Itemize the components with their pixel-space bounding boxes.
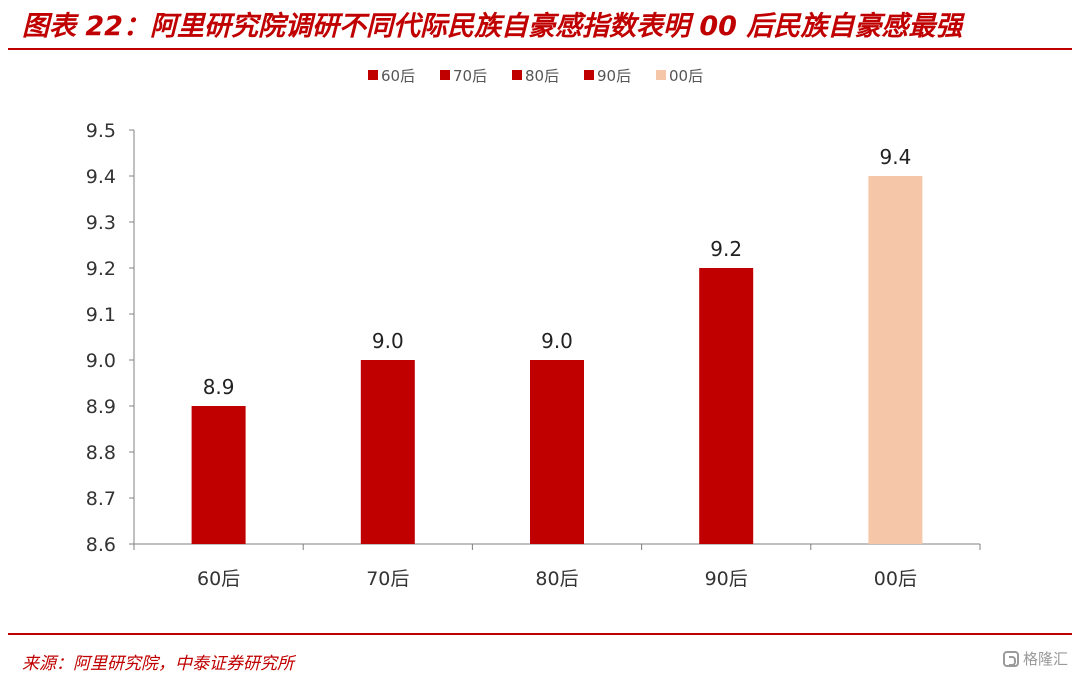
legend-swatch bbox=[584, 70, 594, 80]
data-label: 9.2 bbox=[710, 237, 742, 261]
bar-00后 bbox=[868, 176, 923, 544]
x-axis: 60后 70后 80后 90后 00后 bbox=[133, 543, 981, 590]
y-tick-label: 9.4 bbox=[86, 166, 116, 188]
x-tick-label: 80后 bbox=[535, 568, 578, 590]
legend-label: 80后 bbox=[525, 67, 559, 85]
x-tick-label: 00后 bbox=[874, 568, 917, 590]
chart-legend: 60后 70后 80后 90后 00后 bbox=[368, 67, 703, 85]
watermark-logo-icon bbox=[1002, 650, 1019, 667]
y-axis: 8.6 8.7 8.8 8.9 9.0 9.1 9.2 9.3 9.4 9.5 bbox=[86, 120, 135, 556]
y-tick-label: 8.7 bbox=[86, 488, 116, 510]
legend-label: 70后 bbox=[453, 67, 487, 85]
y-tick-label: 8.8 bbox=[86, 442, 116, 464]
data-label: 8.9 bbox=[203, 375, 235, 399]
legend-swatch bbox=[512, 70, 522, 80]
legend-label: 60后 bbox=[381, 67, 415, 85]
y-tick-label: 8.9 bbox=[86, 396, 116, 418]
legend-swatch bbox=[368, 70, 378, 80]
data-label: 9.0 bbox=[541, 329, 573, 353]
legend-label: 00后 bbox=[669, 67, 703, 85]
y-tick-label: 8.6 bbox=[86, 534, 116, 556]
data-label: 9.0 bbox=[372, 329, 404, 353]
bar-80后 bbox=[530, 360, 584, 544]
data-label: 9.4 bbox=[879, 145, 911, 169]
y-tick-label: 9.2 bbox=[86, 258, 116, 280]
legend-label: 90后 bbox=[597, 67, 631, 85]
y-tick-label: 9.5 bbox=[86, 120, 116, 142]
bar-60后 bbox=[191, 406, 246, 544]
chart-title: 图表 22：阿里研究院调研不同代际民族自豪感指数表明 00 后民族自豪感最强 bbox=[22, 11, 963, 42]
y-tick-label: 9.3 bbox=[86, 212, 116, 234]
watermark-text: 格隆汇 bbox=[1022, 650, 1068, 668]
y-tick-label: 9.0 bbox=[86, 350, 116, 372]
bar-chart: 60后 70后 80后 90后 00后 8.6 8.7 8.8 8.9 9.0 9.1 9.2 9.3… bbox=[86, 67, 981, 590]
bar-90后 bbox=[699, 268, 754, 544]
legend-swatch bbox=[440, 70, 450, 80]
watermark: 格隆汇 bbox=[1002, 648, 1068, 669]
title-rule bbox=[8, 48, 1072, 50]
y-tick-label: 9.1 bbox=[86, 304, 116, 326]
x-tick-label: 70后 bbox=[366, 568, 409, 590]
source-note: 来源：阿里研究院，中泰证券研究所 bbox=[22, 654, 294, 674]
data-labels: 8.9 9.0 9.0 9.2 9.4 bbox=[203, 145, 912, 399]
bar-70后 bbox=[360, 360, 415, 544]
x-tick-label: 90后 bbox=[705, 568, 748, 590]
footer-rule bbox=[8, 633, 1072, 635]
x-tick-label: 60后 bbox=[197, 568, 240, 590]
bar-series bbox=[191, 176, 923, 544]
legend-swatch bbox=[656, 70, 666, 80]
